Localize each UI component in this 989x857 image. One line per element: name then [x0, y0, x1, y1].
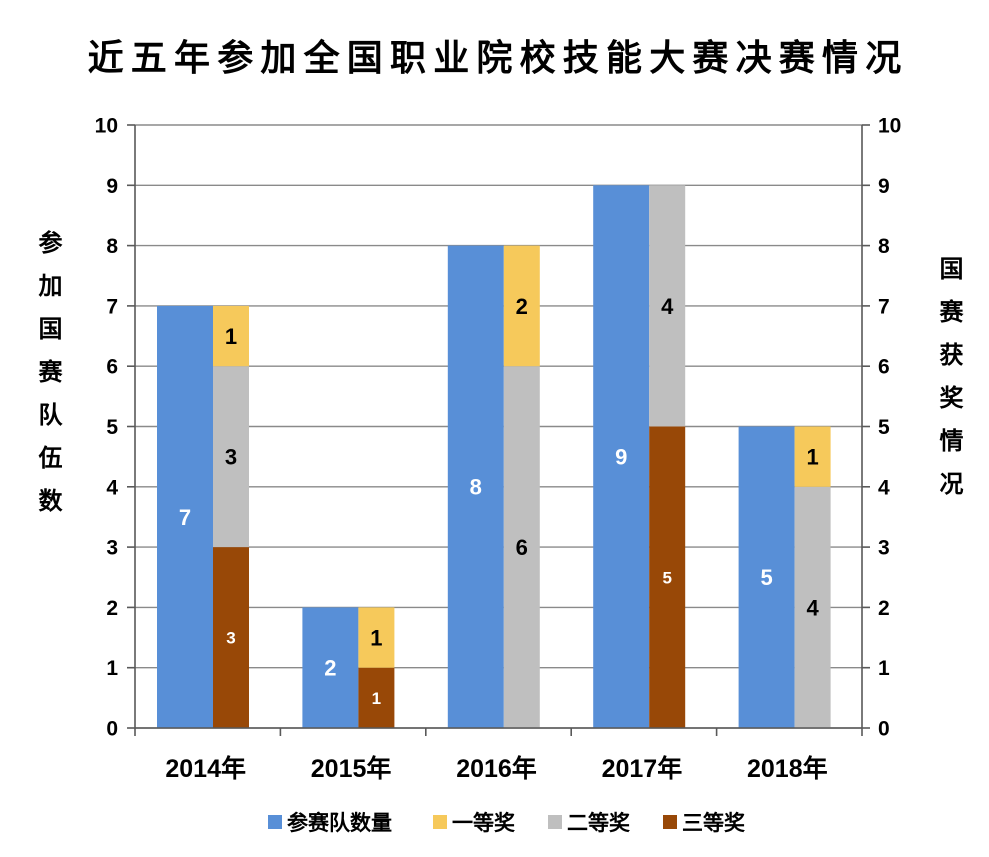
data-label: 4 — [661, 294, 674, 319]
data-label: 6 — [516, 535, 528, 560]
data-label: 3 — [225, 445, 237, 470]
data-label: 1 — [806, 445, 818, 470]
bars — [157, 185, 831, 729]
team-count-bar — [157, 305, 213, 728]
y-tick-label-right: 6 — [878, 356, 890, 379]
y-tick-label-right: 2 — [878, 597, 890, 620]
y-tick-label-left: 0 — [106, 718, 118, 741]
legend-swatch — [548, 815, 562, 829]
team-count-bar — [302, 607, 359, 728]
data-label: 8 — [470, 475, 482, 500]
award-bar-segment — [794, 486, 831, 728]
team-count-bar — [447, 245, 504, 728]
data-label: 1 — [225, 324, 237, 349]
data-label: 7 — [179, 505, 191, 530]
data-label: 5 — [662, 568, 671, 587]
y-tick-label-left: 7 — [106, 295, 118, 318]
y-tick-label-right: 5 — [878, 416, 890, 439]
award-bar-segment — [794, 426, 831, 487]
y-tick-label-left: 9 — [106, 175, 118, 198]
award-bar-segment — [358, 667, 395, 728]
data-labels: 7 3 3 1 2 1 1 8 6 2 9 5 4 5 4 1 — [179, 294, 820, 708]
y-tick-label-right: 0 — [878, 718, 890, 741]
legend-label: 二等奖 — [567, 811, 631, 835]
data-label: 4 — [806, 595, 819, 620]
legend-label: 一等奖 — [452, 811, 516, 835]
y-tick-label-right: 1 — [878, 657, 890, 680]
award-bar-segment — [213, 366, 249, 548]
legend-swatch — [663, 815, 677, 829]
y-tick-label-left: 1 — [106, 657, 118, 680]
y-tick-label-left: 10 — [95, 115, 118, 138]
data-label: 2 — [516, 294, 528, 319]
y-tick-label-right: 10 — [878, 115, 901, 138]
award-bar-segment — [358, 607, 395, 668]
legend-label: 三等奖 — [682, 811, 746, 835]
tick-labels: 0 1 2 3 4 5 6 7 8 9 10 0 1 2 3 4 5 6 7 8 9 10 2014年 2015年 2016年 2… — [95, 115, 902, 784]
award-bar-segment — [213, 547, 249, 728]
y-tick-label-left: 2 — [106, 597, 118, 620]
x-tick-label: 2014年 — [165, 754, 246, 783]
data-label: 5 — [760, 565, 772, 590]
axes — [127, 124, 870, 736]
legend: 参赛队数量 一等奖 二等奖 三等奖 — [268, 811, 746, 835]
award-bar-segment — [503, 366, 540, 728]
award-bar-segment — [649, 185, 686, 427]
team-count-bar — [593, 185, 650, 729]
y-tick-label-left: 5 — [106, 416, 118, 439]
data-label: 9 — [615, 445, 627, 470]
award-bar-segment — [503, 245, 540, 367]
y-tick-label-left: 6 — [106, 356, 118, 379]
legend-label: 参赛队数量 — [287, 811, 392, 835]
legend-swatch — [433, 815, 447, 829]
data-label: 1 — [372, 689, 381, 708]
team-count-bar — [738, 426, 795, 728]
y-tick-label-left: 4 — [106, 476, 118, 499]
y-tick-label-left: 8 — [106, 235, 118, 258]
y-axis-label-right: 国赛获奖情况 — [935, 256, 963, 514]
legend-swatch — [268, 815, 282, 829]
data-label: 1 — [370, 625, 382, 650]
x-tick-label: 2018年 — [747, 754, 828, 783]
y-tick-label-right: 9 — [878, 175, 890, 198]
x-tick-label: 2015年 — [311, 754, 392, 783]
award-bar-segment — [649, 426, 686, 728]
y-tick-label-right: 3 — [878, 537, 890, 560]
y-axis-label-left: 参加国赛队伍数 — [34, 230, 62, 531]
y-tick-label-left: 3 — [106, 537, 118, 560]
award-bar-segment — [213, 305, 249, 367]
y-tick-label-right: 4 — [878, 476, 890, 499]
data-label: 2 — [324, 656, 336, 681]
chart-title: 近五年参加全国职业院校技能大赛决赛情况 — [88, 37, 909, 79]
x-tick-label: 2016年 — [456, 754, 537, 783]
x-tick-label: 2017年 — [602, 754, 683, 783]
data-label: 3 — [226, 629, 235, 648]
y-tick-label-right: 7 — [878, 295, 890, 318]
y-tick-label-right: 8 — [878, 235, 890, 258]
